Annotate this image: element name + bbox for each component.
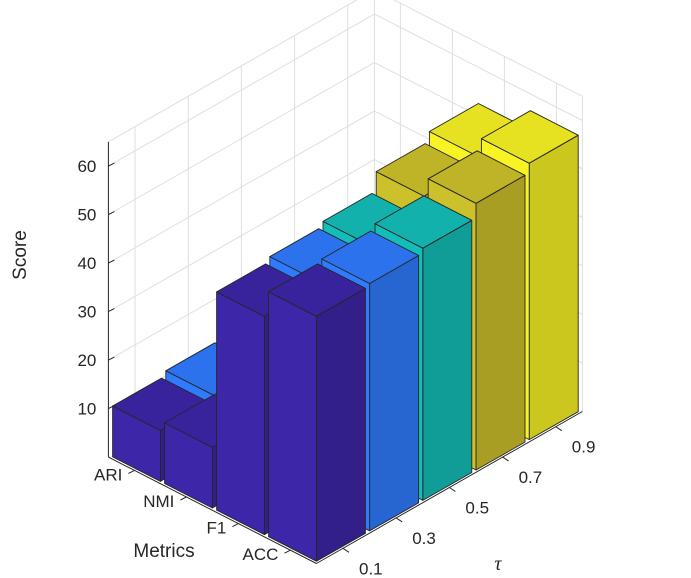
- bar-face-front: [422, 219, 473, 501]
- z-tick-label: 40: [77, 254, 96, 273]
- x-tick-mark: [502, 456, 509, 462]
- y-tick-mark: [232, 523, 239, 528]
- z-tick-label: 10: [77, 400, 96, 419]
- z-tick-mark: [108, 356, 115, 361]
- y-tick-label: ACC: [242, 545, 278, 564]
- bar-face-top: [374, 195, 473, 249]
- z-tick-label: 60: [77, 157, 96, 176]
- z-tick-label: 50: [77, 206, 96, 225]
- y-tick-mark: [128, 469, 135, 474]
- bar-face-top: [321, 230, 420, 284]
- x-tick-mark: [395, 517, 403, 523]
- wall-top-edge: [108, 0, 583, 143]
- bar-face-front: [369, 255, 420, 532]
- z-tick-label: 20: [77, 351, 96, 370]
- bar-face-top: [480, 110, 579, 164]
- z-tick-mark: [108, 308, 115, 313]
- bar-face-front: [475, 174, 526, 471]
- bar-face-side: [216, 291, 265, 536]
- x-tick-label: 0.7: [519, 468, 543, 487]
- x-axis-label: τ: [494, 553, 502, 575]
- y-tick-label: NMI: [143, 492, 174, 511]
- bar-face-top: [268, 263, 366, 317]
- z-tick-mark: [108, 211, 115, 216]
- y-tick-label: ARI: [94, 465, 122, 484]
- bar-face-side: [268, 291, 317, 562]
- x-tick-mark: [342, 547, 350, 553]
- bar-face-front: [528, 134, 579, 441]
- x-tick-mark: [555, 426, 563, 432]
- z-tick-mark: [108, 259, 115, 264]
- z-tick-mark: [108, 162, 115, 167]
- x-tick-label: 0.9: [572, 438, 596, 457]
- y-axis-label: Metrics: [133, 541, 194, 562]
- tick-layer: 10 20 30 40 50 60 ACC F1 NMI ARI 0.1 0.3 0.5 0.7 0.9: [77, 157, 595, 578]
- bar-layer: [112, 103, 579, 562]
- bar-face-top: [427, 150, 526, 204]
- x-tick-mark: [449, 487, 456, 492]
- z-tick-label: 30: [77, 303, 96, 322]
- z-tick-mark: [108, 405, 115, 410]
- bar-0.1-ACC: [268, 263, 366, 562]
- z-axis-label: Score: [10, 230, 31, 280]
- y-tick-label: F1: [207, 519, 227, 538]
- x-tick-label: 0.1: [359, 559, 383, 578]
- y-tick-mark: [180, 496, 187, 501]
- y-tick-mark: [284, 549, 291, 554]
- x-tick-label: 0.3: [412, 529, 436, 548]
- y-axis-line: [108, 456, 317, 564]
- x-tick-label: 0.5: [465, 499, 489, 518]
- bar-face-front: [315, 287, 366, 562]
